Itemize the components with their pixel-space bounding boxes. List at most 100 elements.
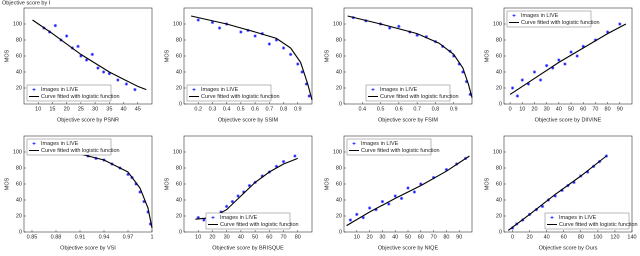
data-point: [593, 38, 598, 42]
data-point: [196, 216, 200, 220]
x-tick-label: 0: [511, 234, 514, 240]
x-tick-label: 60: [580, 106, 586, 112]
data-point: [424, 35, 428, 39]
data-point: [304, 82, 308, 86]
panel: Objective score by FSIM MOS 0.4 0.5 0.6 0.7 0.…: [324, 7, 473, 123]
data-point: [510, 86, 515, 90]
data-point: [102, 70, 106, 74]
x-tick-label: 90: [456, 234, 462, 240]
legend-box: [365, 84, 451, 102]
x-tick-label: 60: [418, 234, 424, 240]
y-tick-label: 40: [496, 69, 502, 75]
data-point: [397, 24, 401, 28]
legend-label: Images in LIVE: [380, 87, 418, 93]
data-point: [260, 174, 264, 178]
legend-box: [26, 84, 112, 102]
x-tick-label: 0.7: [266, 106, 274, 112]
x-tick-label: 25: [78, 106, 84, 112]
legend-swatch: [32, 141, 36, 146]
x-tick-label: 60: [266, 234, 272, 240]
data-point: [538, 78, 543, 82]
x-tick-label: 0.8: [280, 106, 288, 112]
legend-label: Images in LIVE: [220, 215, 258, 221]
data-point: [65, 34, 69, 38]
legend-label: Images in LIVE: [201, 87, 239, 93]
data-point: [526, 82, 530, 86]
legend-swatch: [371, 87, 375, 92]
data-point: [468, 92, 472, 96]
data-point: [236, 194, 240, 198]
y-tick-label: 100: [173, 149, 182, 155]
panel: Objective score by NIQE MOS 10 20 30 40 50 60 70…: [324, 135, 473, 251]
x-tick-label: 50: [568, 106, 574, 112]
data-point: [84, 58, 89, 62]
data-point: [586, 170, 590, 174]
data-point: [432, 176, 436, 180]
y-tick-label: 60: [496, 181, 502, 187]
x-tick-label: 20: [64, 106, 70, 112]
legend-box: [346, 138, 432, 156]
y-tick-label: 40: [176, 197, 182, 203]
data-point: [545, 64, 549, 68]
x-tick-label: 15: [49, 106, 55, 112]
y-tick-label: 100: [493, 21, 502, 27]
x-tick-label: 0.88: [51, 234, 62, 240]
data-point: [134, 182, 138, 186]
data-point: [618, 22, 622, 26]
data-point: [540, 204, 544, 208]
data-point: [368, 206, 372, 210]
y-tick-label: 80: [176, 37, 182, 43]
fit-curve: [346, 155, 470, 227]
fit-curve: [507, 155, 607, 231]
y-tick-label: 0: [499, 101, 502, 107]
data-point: [148, 222, 152, 226]
fit-curve: [32, 19, 147, 91]
data-point: [146, 210, 150, 214]
data-point: [133, 88, 137, 92]
x-tick-label: 0.6: [395, 106, 403, 112]
y-tick-label: 0: [179, 229, 182, 235]
x-tick-label: 120: [610, 234, 619, 240]
x-axis-label: Objective score by Ours: [539, 245, 598, 251]
y-axis-label: MOS: [164, 49, 170, 62]
data-point: [606, 30, 610, 34]
legend-label: Curve fitted with logistic function: [521, 20, 600, 26]
y-tick-label: 60: [336, 53, 342, 59]
x-tick-label: 40: [556, 106, 562, 112]
y-tick-label: 20: [336, 85, 342, 91]
y-tick-label: 20: [496, 213, 502, 219]
y-axis-label: MOS: [4, 49, 10, 62]
legend-box: [544, 212, 630, 230]
data-point: [79, 54, 83, 58]
data-point: [53, 24, 57, 28]
data-point: [419, 182, 423, 186]
y-tick-label: 40: [16, 197, 22, 203]
data-point: [296, 62, 300, 66]
x-tick-label: 0.9: [450, 106, 458, 112]
x-tick-label: 0.5: [377, 106, 385, 112]
y-tick-label: 60: [176, 53, 182, 59]
data-point: [604, 154, 608, 158]
y-tick-label: 0: [339, 101, 342, 107]
x-tick-label: 10: [195, 234, 201, 240]
x-tick-label: 10: [519, 106, 525, 112]
x-tick-label: 70: [431, 234, 437, 240]
legend-swatch: [352, 141, 356, 146]
y-tick-label: 100: [173, 21, 182, 27]
legend-swatch: [32, 87, 36, 92]
y-axis-label: MOS: [324, 49, 330, 62]
data-point: [307, 94, 311, 98]
data-point: [274, 38, 279, 42]
x-axis-label: Objective score by PSNR: [57, 117, 119, 123]
data-point: [569, 50, 573, 54]
y-tick-label: 0: [179, 101, 182, 107]
data-point: [412, 190, 416, 194]
y-tick-label: 40: [176, 69, 182, 75]
data-point: [457, 62, 461, 66]
